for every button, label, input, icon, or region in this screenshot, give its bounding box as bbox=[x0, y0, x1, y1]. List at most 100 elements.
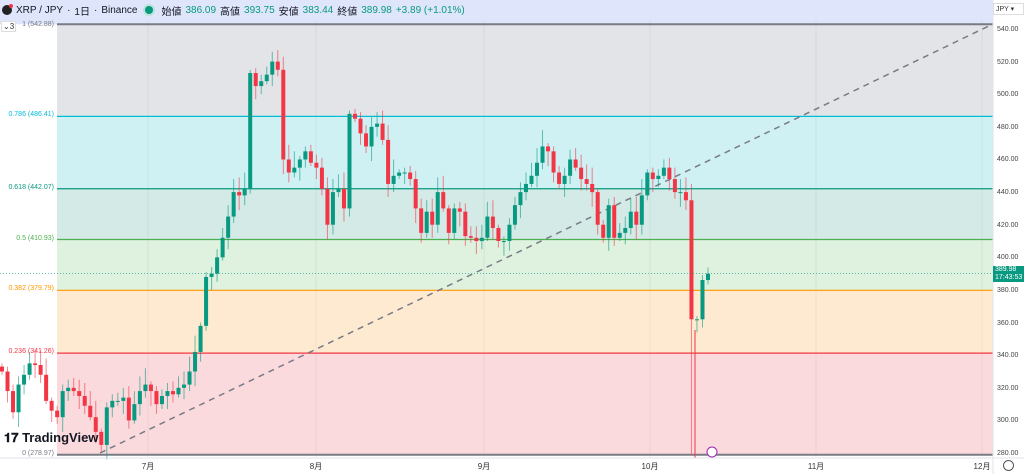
candle-body bbox=[5, 371, 10, 392]
symbol-name[interactable]: XRP / JPY bbox=[16, 4, 64, 16]
lightning-event-icon bbox=[706, 446, 718, 458]
candle-body bbox=[215, 257, 220, 274]
candle-body bbox=[590, 183, 595, 193]
candle-body bbox=[314, 162, 319, 168]
candle-body bbox=[93, 417, 98, 432]
candle-body bbox=[22, 374, 27, 385]
interval[interactable]: 1日 bbox=[74, 6, 90, 18]
candle-body bbox=[71, 387, 76, 392]
candle-body bbox=[639, 195, 644, 225]
separator: · bbox=[67, 4, 71, 16]
candle-body bbox=[375, 123, 380, 127]
candle-body bbox=[501, 241, 506, 243]
bar-countdown: 17:43:53 bbox=[995, 274, 1023, 281]
fib-label: 0.5 (410.93) bbox=[16, 234, 54, 242]
watermark-text: TradingView bbox=[22, 430, 99, 445]
candle-body bbox=[226, 216, 231, 238]
candle-body bbox=[60, 391, 65, 418]
candle-body bbox=[286, 159, 291, 173]
candle-body bbox=[154, 391, 159, 405]
indicator-count: 3 bbox=[9, 22, 15, 31]
candle-body bbox=[568, 159, 573, 176]
xrp-logo-icon bbox=[2, 4, 13, 15]
candle-body bbox=[220, 237, 225, 258]
candle-body bbox=[242, 188, 247, 196]
candle-body bbox=[115, 400, 120, 402]
candle-body bbox=[656, 175, 661, 180]
candle-body bbox=[617, 232, 622, 238]
candle-body bbox=[281, 69, 286, 160]
high-label: 高値 bbox=[220, 6, 241, 18]
change-value: +3.89 (+1.01%) bbox=[395, 4, 465, 16]
candle-body bbox=[694, 319, 699, 321]
candle-body bbox=[606, 205, 611, 238]
candle-body bbox=[430, 211, 435, 225]
candle-body bbox=[408, 172, 413, 180]
fib-zone bbox=[57, 24, 993, 117]
currency-label: JPY bbox=[996, 6, 1009, 13]
candle-body bbox=[452, 208, 457, 233]
y-tick-label: 420.00 bbox=[997, 221, 1019, 229]
candle-body bbox=[0, 366, 4, 372]
x-tick-label: 10月 bbox=[641, 462, 659, 471]
tradingview-watermark: 𝟏𝟕 TradingView bbox=[4, 430, 99, 445]
y-tick-label: 480.00 bbox=[997, 123, 1019, 131]
candle-body bbox=[330, 192, 335, 225]
candle-body bbox=[667, 167, 672, 180]
candle-body bbox=[193, 351, 198, 372]
candle-body bbox=[308, 151, 313, 163]
candle-body bbox=[137, 391, 142, 405]
collapse-indicators-button[interactable]: ⌄3 bbox=[1, 21, 17, 32]
candle-body bbox=[634, 211, 639, 225]
candle-body bbox=[170, 391, 175, 395]
y-tick-label: 400.00 bbox=[997, 254, 1019, 262]
candle-body bbox=[248, 73, 253, 189]
candle-body bbox=[126, 397, 131, 421]
candle-body bbox=[110, 400, 115, 408]
market-status-icon bbox=[145, 6, 154, 14]
candle-body bbox=[391, 175, 396, 184]
candle-body bbox=[424, 211, 429, 233]
candle-body bbox=[369, 126, 374, 147]
y-tick-label: 300.00 bbox=[997, 417, 1019, 425]
candle-body bbox=[529, 175, 534, 184]
candle-body bbox=[237, 192, 242, 196]
candle-body bbox=[601, 224, 606, 238]
currency-select[interactable]: JPY ▾ bbox=[993, 3, 1024, 15]
candle-body bbox=[132, 404, 137, 421]
last-price-tag: 389.98 17:43:53 bbox=[993, 266, 1024, 282]
candle-body bbox=[292, 167, 297, 173]
y-tick-label: 520.00 bbox=[997, 58, 1019, 66]
candle-body bbox=[88, 405, 93, 418]
top-band bbox=[0, 20, 993, 25]
candle-body bbox=[457, 208, 462, 212]
y-tick-label: 360.00 bbox=[997, 319, 1019, 327]
candle-body bbox=[303, 151, 308, 160]
candle-body bbox=[66, 387, 71, 392]
candle-body bbox=[347, 113, 352, 209]
candle-body bbox=[540, 146, 545, 163]
candle-body bbox=[182, 384, 187, 388]
x-tick-label: 8月 bbox=[309, 462, 323, 471]
candle-body bbox=[198, 325, 203, 352]
candle-body bbox=[683, 192, 688, 201]
exchange: Binance bbox=[101, 4, 138, 16]
last-price: 389.98 bbox=[995, 266, 1017, 273]
settings-icon[interactable] bbox=[1003, 460, 1014, 471]
candle-body bbox=[397, 172, 402, 176]
candle-body bbox=[187, 371, 192, 385]
candle-body bbox=[700, 280, 705, 320]
candle-body bbox=[176, 387, 181, 395]
candle-body bbox=[353, 113, 357, 119]
fib-label: 0.786 (486.41) bbox=[8, 111, 54, 119]
symbol-header: XRP / JPY · 1日 · Binance 始値 386.09 高値 393.75… bbox=[0, 0, 993, 20]
candle-body bbox=[535, 162, 540, 176]
candle-body bbox=[358, 118, 363, 134]
y-tick-label: 500.00 bbox=[997, 91, 1019, 99]
candle-body bbox=[523, 183, 528, 193]
candle-body bbox=[77, 391, 82, 396]
candle-body bbox=[595, 192, 600, 225]
candle-body bbox=[380, 123, 385, 140]
candle-body bbox=[413, 179, 418, 209]
